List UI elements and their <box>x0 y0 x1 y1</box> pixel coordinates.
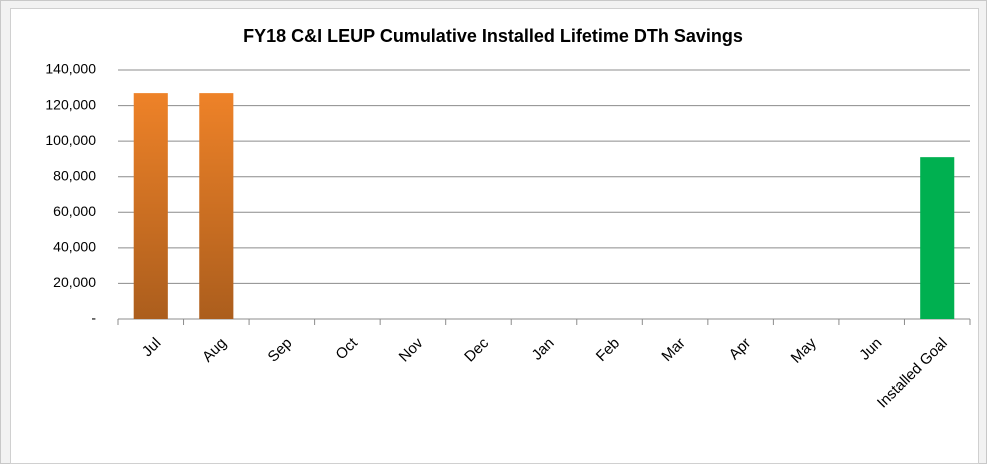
bar-shade <box>133 93 168 319</box>
y-tick-label: 20,000 <box>53 274 96 290</box>
y-tick-label: - <box>91 310 96 326</box>
y-tick-label: 80,000 <box>53 167 96 183</box>
chart-area <box>10 8 979 464</box>
bar-shade <box>199 93 234 319</box>
y-tick-label: 140,000 <box>45 61 96 77</box>
y-tick-label: 100,000 <box>45 132 96 148</box>
chart-title: FY18 C&I LEUP Cumulative Installed Lifet… <box>243 26 743 46</box>
y-tick-label: 60,000 <box>53 203 96 219</box>
bar <box>920 157 955 319</box>
y-tick-label: 40,000 <box>53 239 96 255</box>
y-tick-label: 120,000 <box>45 96 96 112</box>
